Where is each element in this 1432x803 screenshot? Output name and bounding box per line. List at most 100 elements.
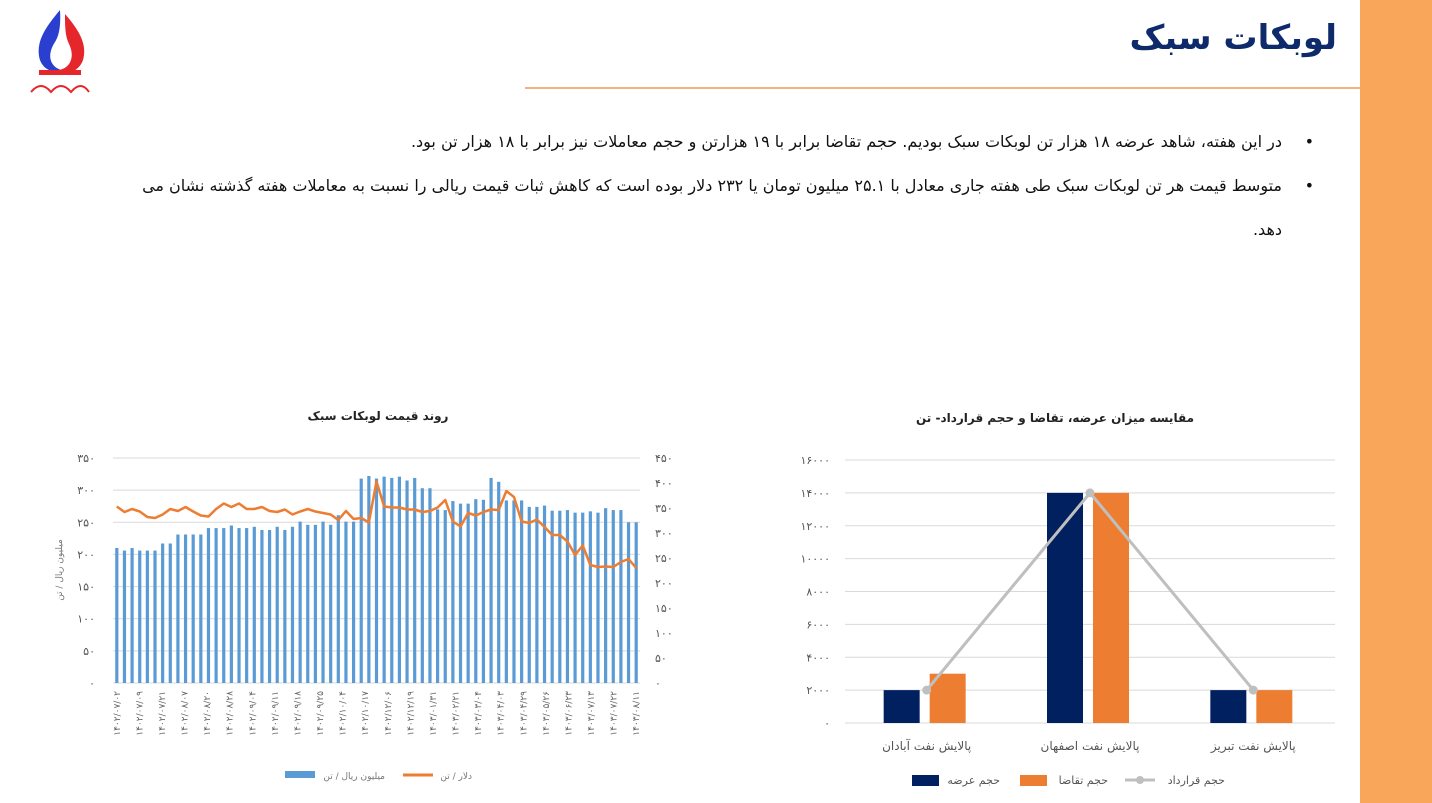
price-bar xyxy=(252,526,256,683)
x-tick-label: ۱۴۰۲/۰۷/۰۹ xyxy=(135,691,145,736)
price-bar xyxy=(130,548,134,683)
x-tick-label: ۱۴۰۳/۰۳/۰۴ xyxy=(474,691,484,736)
price-bar xyxy=(634,522,638,683)
price-trend-chart: روند قیمت لوبکات سبک ۰ ۵۰ ۱۰۰ ۱۵۰ ۲۰۰ ۲۵۰ ۳۰۰ ۳۵… xyxy=(55,409,673,782)
y-tick-label: ۳۵۰ xyxy=(77,452,95,465)
price-bar xyxy=(329,524,333,683)
naftkhabar-logo xyxy=(30,10,90,94)
price-bar xyxy=(558,510,562,683)
x-tick-label: ۱۴۰۲/۱۰/۰۴ xyxy=(339,691,349,736)
y2-tick-label: ۱۵۰ xyxy=(655,602,673,615)
supply-demand-chart: مقایسه میزان عرضه، تقاضا و حجم قرارداد- … xyxy=(800,411,1335,787)
price-bar xyxy=(382,476,386,683)
price-bar xyxy=(168,543,172,683)
y-tick-label: ۲۰۰ xyxy=(77,548,95,561)
price-bar xyxy=(458,503,463,683)
legend-label-dollar: دلار / تن xyxy=(440,772,472,782)
price-bar xyxy=(397,476,402,683)
price-bar xyxy=(443,510,447,683)
category-label: پالایش نفت اصفهان xyxy=(1041,739,1140,754)
x-tick-label: ۱۴۰۲/۰۸/۲۸ xyxy=(226,691,236,736)
legend-swatch-demand xyxy=(1020,775,1047,786)
y-tick-label: ۱۴۰۰۰ xyxy=(800,487,830,500)
price-bar xyxy=(619,510,623,683)
price-bar xyxy=(122,550,127,683)
dollar-price-line xyxy=(116,480,638,569)
price-bar xyxy=(336,515,340,683)
price-bar xyxy=(573,512,577,683)
legend-label-rial: میلیون ریال / تن xyxy=(323,772,385,782)
y-tick-label: ۰ xyxy=(824,717,830,730)
y-tick-label: ۲۵۰ xyxy=(77,516,95,529)
y2-tick-label: ۲۰۰ xyxy=(655,577,673,590)
x-tick-label: ۱۴۰۲/۰۹/۱۸ xyxy=(293,691,303,736)
price-bar xyxy=(420,488,424,683)
legend-swatch-rial xyxy=(285,771,315,778)
price-bar xyxy=(183,534,188,683)
y-tick-label: ۴۰۰۰ xyxy=(806,651,830,664)
chart-title: روند قیمت لوبکات سبک xyxy=(308,409,449,424)
y-tick-label: ۶۰۰۰ xyxy=(806,618,830,631)
y-tick-label: ۸۰۰۰ xyxy=(806,586,830,599)
x-tick-label: ۱۴۰۳/۰۵/۲۶ xyxy=(542,691,552,736)
page-title: لوبکات سبک xyxy=(1129,18,1337,58)
price-bar xyxy=(153,550,157,683)
price-bar xyxy=(344,521,348,683)
x-tick-label: ۱۴۰۲/۰۹/۱۱ xyxy=(271,691,281,736)
price-bar xyxy=(138,550,142,683)
x-tick-label: ۱۴۰۳/۰۴/۲۹ xyxy=(519,691,529,736)
price-bar xyxy=(604,508,608,683)
y-tick-label: ۱۵۰ xyxy=(77,581,95,594)
price-bar xyxy=(199,534,203,683)
price-bar xyxy=(550,510,554,683)
accent-strip xyxy=(1360,0,1432,803)
price-bar xyxy=(267,530,272,683)
price-bar xyxy=(306,524,310,683)
y-tick-label: ۰ xyxy=(89,677,95,690)
price-bar xyxy=(451,501,455,683)
x-tick-label: ۱۴۰۲/۰۹/۰۴ xyxy=(248,691,258,736)
price-bar xyxy=(161,543,165,683)
price-bar xyxy=(390,477,394,683)
y-tick-label: ۵۰ xyxy=(83,645,95,658)
y2-tick-label: ۴۵۰ xyxy=(655,452,673,465)
y-tick-label: ۱۶۰۰۰ xyxy=(800,454,830,467)
price-bar xyxy=(428,488,432,683)
price-bar xyxy=(321,521,325,683)
y-tick-label: ۱۰۰ xyxy=(77,613,95,626)
x-tick-label: ۱۴۰۳/۰۷/۱۳ xyxy=(587,691,597,736)
y2-tick-label: ۳۵۰ xyxy=(655,502,673,515)
price-bar xyxy=(214,528,218,683)
price-bar xyxy=(275,526,279,683)
price-bar xyxy=(115,548,119,683)
price-bar xyxy=(489,477,493,683)
supply-bar xyxy=(883,690,920,723)
x-tick-label: ۱۴۰۲/۰۸/۲۰ xyxy=(203,691,213,736)
supply-bar xyxy=(1210,690,1247,723)
price-bar xyxy=(504,500,508,683)
price-bar xyxy=(313,524,317,683)
price-bar xyxy=(626,522,631,683)
y2-tick-label: ۰ xyxy=(655,677,661,690)
title-divider xyxy=(525,87,1360,89)
x-tick-label: ۱۴۰۳/۰۴/۰۳ xyxy=(497,691,507,736)
price-bar xyxy=(191,534,195,683)
price-bar xyxy=(206,528,211,683)
price-bar xyxy=(229,525,233,683)
x-tick-label: ۱۴۰۲/۰۷/۲۱ xyxy=(158,691,168,736)
y2-tick-label: ۳۰۰ xyxy=(655,527,673,540)
contract-volume-marker xyxy=(1248,685,1258,695)
price-bar xyxy=(367,476,371,683)
legend-label-contract: حجم قرارداد xyxy=(1168,774,1225,787)
x-tick-label: ۱۴۰۳/۰۸/۱۱ xyxy=(632,691,642,736)
y-tick-label: ۱۰۰۰۰ xyxy=(800,553,830,566)
y-tick-label: ۱۲۰۰۰ xyxy=(800,520,830,533)
demand-bar xyxy=(1093,492,1129,723)
x-tick-label: ۱۴۰۲/۰۷/۰۲ xyxy=(113,691,123,736)
x-tick-label: ۱۴۰۲/۰۹/۲۵ xyxy=(316,691,326,736)
price-bar xyxy=(222,528,226,683)
price-bar xyxy=(351,521,356,683)
supply-bar xyxy=(1047,492,1083,723)
y2-tick-label: ۴۰۰ xyxy=(655,477,673,490)
price-bar xyxy=(145,550,149,683)
